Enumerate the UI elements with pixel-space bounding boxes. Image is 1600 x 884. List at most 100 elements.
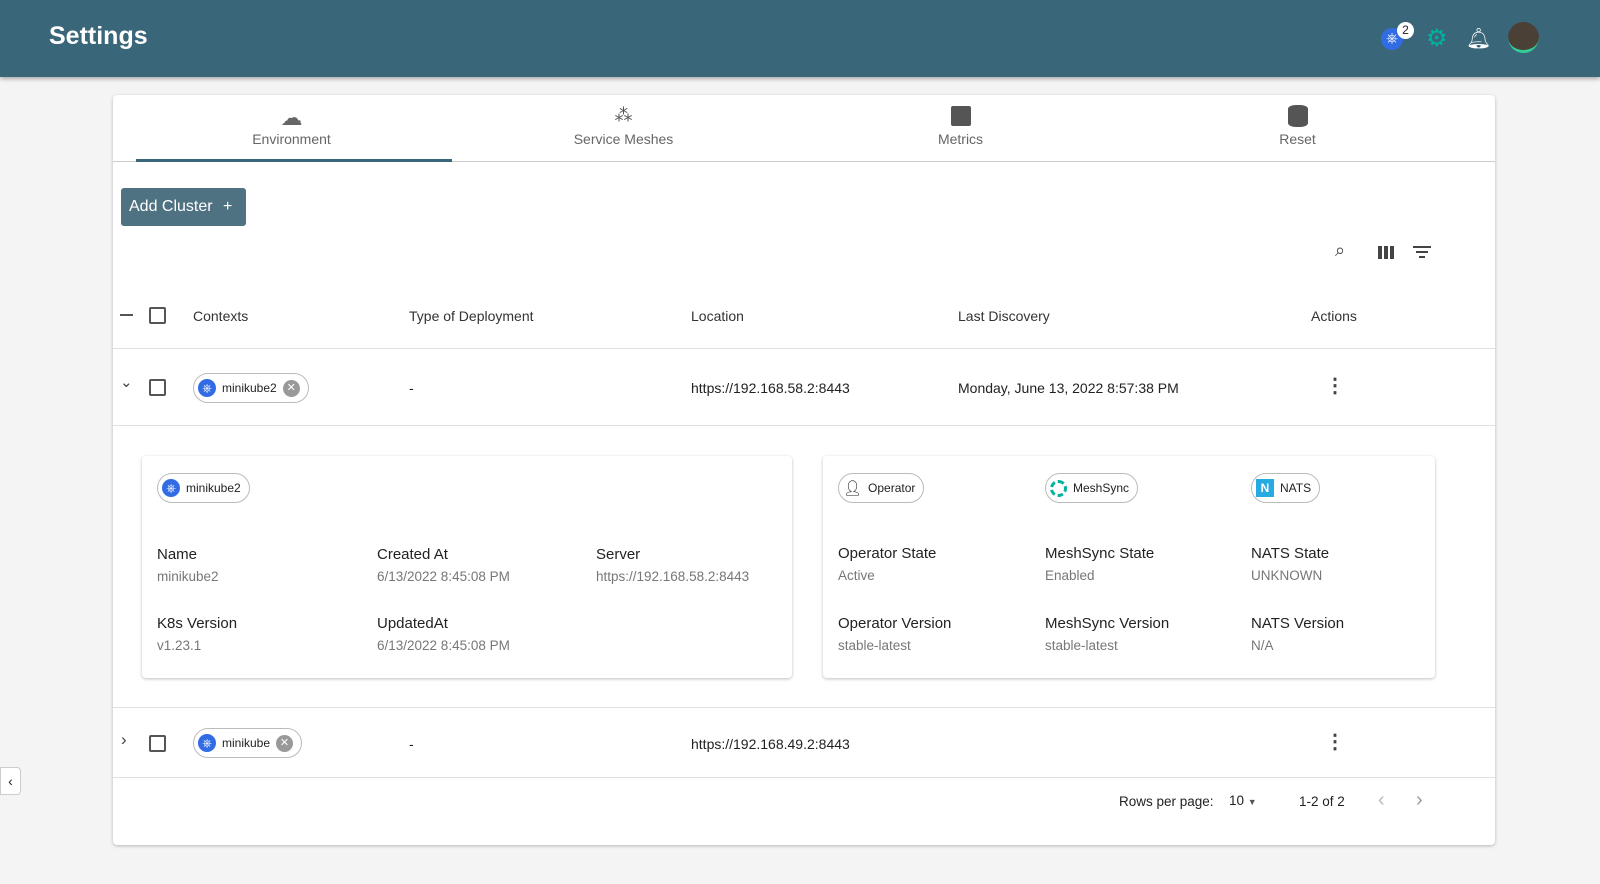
table-header: Contexts Type of Deployment Location Las…	[113, 285, 1495, 349]
kubernetes-icon: ⎈	[198, 734, 216, 752]
tab-reset[interactable]: Reset	[1125, 95, 1470, 165]
updated-label: UpdatedAt	[377, 615, 448, 632]
nats-version-value: N/A	[1251, 638, 1274, 653]
nats-icon: N	[1256, 479, 1274, 497]
nats-version-label: NATS Version	[1251, 615, 1345, 632]
operator-chip[interactable]: 👤︎ Operator	[838, 473, 925, 503]
chart-icon	[788, 105, 1133, 127]
app-header: Settings ⎈ 2 ⚙ 🔔︎	[0, 0, 1600, 77]
add-cluster-label: Add Cluster	[129, 198, 213, 215]
rows-per-page-label: Rows per page:	[1119, 794, 1214, 809]
nats-label: NATS	[1280, 481, 1312, 495]
rows-per-page-select[interactable]: 10 ▼	[1229, 793, 1257, 808]
cluster-details-panel: ⎈ minikube2 Name minikube2 Created At 6/1…	[142, 456, 792, 678]
location: https://192.168.58.2:8443	[691, 380, 850, 396]
nats-chip[interactable]: N NATS	[1251, 473, 1321, 503]
expanded-details: ⎈ minikube2 Name minikube2 Created At 6/1…	[113, 426, 1495, 708]
table-row[interactable]: › ⎈ minikube ✕ - https://192.168.49.2:8443…	[113, 708, 1495, 778]
context-name: minikube2	[186, 481, 241, 495]
operator-state-value: Active	[838, 568, 875, 583]
context-chip[interactable]: ⎈ minikube2 ✕	[193, 373, 309, 403]
operator-label: Operator	[868, 481, 916, 495]
last-discovery: Monday, June 13, 2022 8:57:38 PM	[958, 380, 1179, 396]
collapse-all-icon[interactable]	[120, 314, 133, 316]
meshsync-version-label: MeshSync Version	[1045, 615, 1170, 632]
deployment-type: -	[409, 380, 414, 396]
created-label: Created At	[377, 546, 448, 563]
meshsync-version-value: stable-latest	[1045, 638, 1118, 653]
columns-icon[interactable]	[1378, 246, 1394, 259]
close-icon[interactable]: ✕	[276, 734, 294, 752]
row-checkbox[interactable]	[149, 379, 166, 396]
select-all-checkbox[interactable]	[149, 307, 166, 324]
updated-value: 6/13/2022 8:45:08 PM	[377, 638, 510, 653]
page-title: Settings	[49, 22, 148, 50]
table-row[interactable]: ⌄ ⎈ minikube2 ✕ - https://192.168.58.2:844…	[113, 349, 1495, 426]
tab-metrics[interactable]: Metrics	[788, 95, 1133, 165]
nats-state-label: NATS State	[1251, 545, 1330, 562]
meshsync-label: MeshSync	[1073, 481, 1130, 495]
column-last-discovery[interactable]: Last Discovery	[958, 308, 1050, 324]
chevron-right-icon[interactable]: ›	[121, 730, 127, 749]
notification-badge: 2	[1397, 22, 1414, 39]
tab-label: Reset	[1279, 131, 1316, 147]
plus-icon: +	[223, 198, 233, 215]
tab-service-meshes[interactable]: ⁂ Service Meshes	[451, 95, 796, 165]
caret-down-icon: ▼	[1247, 797, 1257, 807]
drawer-toggle-button[interactable]: ‹	[0, 767, 21, 795]
name-value: minikube2	[157, 569, 219, 584]
server-value: https://192.168.58.2:8443	[596, 569, 750, 584]
pagination-range: 1-2 of 2	[1299, 794, 1345, 809]
rows-per-page-value: 10	[1229, 793, 1245, 808]
prev-page-icon[interactable]: ‹	[1378, 789, 1385, 811]
settings-gear-icon[interactable]: ⚙	[1426, 25, 1448, 52]
more-vert-icon[interactable]: ⋮	[1325, 731, 1345, 753]
server-label: Server	[596, 546, 641, 563]
meshsync-state-value: Enabled	[1045, 568, 1095, 583]
k8s-version-value: v1.23.1	[157, 638, 202, 653]
context-name: minikube	[222, 736, 271, 750]
tab-label: Metrics	[937, 131, 984, 147]
meshsync-state-label: MeshSync State	[1045, 545, 1155, 562]
mesh-components-panel: 👤︎ Operator MeshSync N NATS Operator State…	[823, 456, 1435, 678]
meshsync-icon	[1050, 479, 1067, 497]
operator-version-value: stable-latest	[838, 638, 911, 653]
next-page-icon[interactable]: ›	[1416, 789, 1423, 811]
tab-environment[interactable]: ☁ Environment	[119, 95, 464, 165]
name-label: Name	[157, 546, 198, 563]
created-value: 6/13/2022 8:45:08 PM	[377, 569, 510, 584]
nats-state-value: UNKNOWN	[1251, 568, 1323, 583]
filter-icon[interactable]	[1413, 245, 1431, 259]
operator-version-label: Operator Version	[838, 615, 952, 632]
k8s-version-label: K8s Version	[157, 615, 238, 632]
settings-card: ☁ Environment ⁂ Service Meshes Metrics Res…	[113, 95, 1495, 845]
location: https://192.168.49.2:8443	[691, 736, 850, 752]
mesh-icon: ⁂	[614, 105, 633, 125]
tab-label: Environment	[252, 131, 331, 147]
avatar[interactable]	[1508, 22, 1539, 53]
more-vert-icon[interactable]: ⋮	[1325, 375, 1345, 397]
context-chip[interactable]: ⎈ minikube ✕	[193, 728, 303, 758]
cloud-icon: ☁	[280, 105, 303, 130]
row-checkbox[interactable]	[149, 735, 166, 752]
tab-divider	[113, 161, 1495, 162]
database-icon	[1125, 105, 1470, 127]
kubernetes-icon: ⎈	[162, 479, 180, 497]
add-cluster-button[interactable]: Add Cluster +	[121, 188, 246, 226]
search-icon[interactable]: ⌕	[1335, 240, 1346, 260]
column-contexts[interactable]: Contexts	[193, 308, 249, 324]
deployment-type: -	[409, 736, 414, 752]
tab-label: Service Meshes	[573, 131, 674, 147]
chevron-down-icon[interactable]: ⌄	[120, 374, 133, 391]
tab-indicator	[136, 159, 452, 162]
column-location[interactable]: Location	[691, 308, 744, 324]
column-type[interactable]: Type of Deployment	[409, 308, 534, 324]
context-chip[interactable]: ⎈ minikube2	[157, 473, 250, 503]
bell-icon[interactable]: 🔔︎	[1466, 28, 1492, 50]
close-icon[interactable]: ✕	[282, 379, 300, 397]
kubernetes-icon: ⎈	[198, 379, 216, 397]
operator-icon: 👤︎	[843, 480, 863, 497]
context-name: minikube2	[222, 381, 277, 395]
column-actions: Actions	[1311, 308, 1357, 324]
meshsync-chip[interactable]: MeshSync	[1045, 473, 1139, 503]
